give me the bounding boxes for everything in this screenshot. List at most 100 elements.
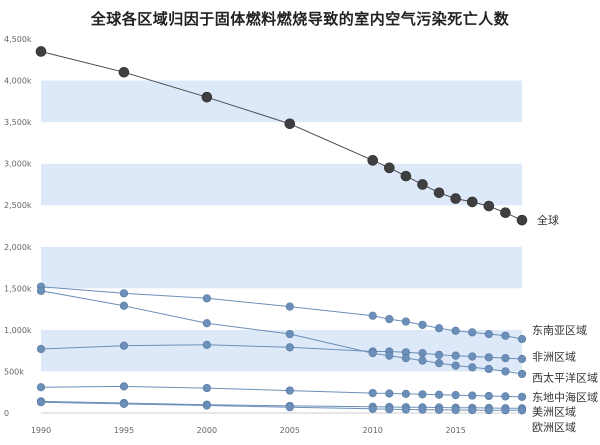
data-point [468, 328, 477, 337]
data-point [202, 340, 211, 349]
data-point [202, 294, 211, 303]
data-point [36, 344, 46, 354]
data-point [484, 353, 493, 362]
grid-band [41, 80, 522, 123]
data-point [434, 390, 444, 399]
data-point [385, 405, 394, 414]
data-point [484, 406, 493, 415]
data-point [401, 317, 410, 326]
data-point [517, 354, 527, 364]
y-tick-label: 3,000k [4, 160, 32, 169]
data-point [385, 389, 394, 398]
grid-band [41, 288, 522, 330]
data-point [401, 389, 410, 398]
x-tick-label: 2000 [197, 426, 217, 435]
data-point [451, 361, 460, 370]
data-point [501, 354, 510, 363]
data-point [418, 390, 427, 399]
data-point [468, 352, 477, 361]
data-point [119, 289, 129, 298]
data-point [450, 193, 461, 204]
data-point [385, 351, 394, 360]
data-point [484, 391, 493, 401]
data-point [451, 326, 460, 335]
data-point [384, 162, 395, 174]
data-point [501, 392, 510, 401]
data-point [468, 391, 477, 400]
grid-band [41, 39, 522, 81]
data-point [400, 170, 412, 182]
data-point [516, 214, 528, 226]
data-point [517, 334, 527, 344]
x-tick-label: 2005 [280, 426, 300, 435]
data-point [202, 401, 211, 410]
data-point [401, 354, 410, 363]
data-point [284, 118, 296, 130]
y-tick-label: 4,500k [4, 35, 32, 44]
data-point [36, 398, 46, 407]
x-tick-label: 2015 [445, 426, 465, 435]
series-label: 东地中海区域 [532, 390, 598, 404]
data-point [434, 405, 444, 414]
data-point [433, 187, 445, 199]
data-point [368, 349, 377, 358]
data-point [35, 46, 47, 57]
data-point [119, 382, 129, 391]
y-tick-label: 1,000k [4, 326, 32, 335]
data-point [285, 403, 294, 412]
x-tick-label: 1990 [31, 426, 51, 435]
data-point [36, 383, 46, 392]
grid-bands [41, 39, 522, 414]
data-point [385, 314, 394, 324]
data-point [285, 343, 294, 352]
data-point [501, 331, 510, 340]
data-point [285, 329, 294, 339]
data-point [500, 207, 511, 219]
data-point [118, 66, 130, 78]
series-points [35, 46, 528, 415]
data-point [451, 391, 460, 400]
data-point [417, 179, 428, 190]
x-axis: 1990 1995 2000 2005 2010 2015 [31, 426, 466, 435]
series-label: 西太平洋区域 [532, 370, 598, 384]
x-tick-label: 2010 [363, 426, 383, 435]
data-point [201, 91, 213, 103]
data-point [468, 363, 477, 372]
data-point [367, 155, 379, 166]
data-point [418, 349, 427, 358]
data-point [484, 364, 493, 374]
series-label: 美洲区域 [532, 405, 576, 418]
y-tick-label: 0 [4, 409, 9, 418]
grid-band [41, 205, 522, 247]
chart-title: 全球各区域归因于固体燃料燃烧导致的室内空气污染死亡人数 [90, 10, 510, 28]
series-label: 全球 [537, 213, 559, 227]
data-point [418, 320, 427, 330]
y-tick-label: 1,500k [4, 284, 32, 293]
data-point [119, 399, 129, 408]
y-tick-label: 2,500k [4, 201, 32, 210]
data-point [434, 359, 444, 368]
y-tick-label: 500k [4, 367, 24, 376]
data-point [466, 196, 478, 208]
data-point [434, 350, 444, 359]
data-point [285, 302, 294, 311]
x-tick-label: 1995 [114, 426, 134, 435]
y-tick-label: 3,500k [4, 118, 32, 127]
data-point [451, 405, 460, 415]
data-point [119, 341, 129, 350]
data-point [483, 200, 495, 212]
data-point [501, 406, 510, 415]
data-point [36, 286, 46, 295]
data-point [401, 405, 410, 414]
data-point [119, 301, 129, 310]
data-point [418, 356, 427, 365]
data-point [434, 324, 444, 333]
data-point [517, 392, 527, 401]
data-point [517, 369, 527, 379]
data-point [418, 405, 427, 414]
data-point [451, 351, 460, 360]
y-axis: 0 500k 1,000k 1,500k 2,000k 2,500k 3,000k 3,500… [4, 35, 32, 418]
data-point [202, 319, 211, 328]
